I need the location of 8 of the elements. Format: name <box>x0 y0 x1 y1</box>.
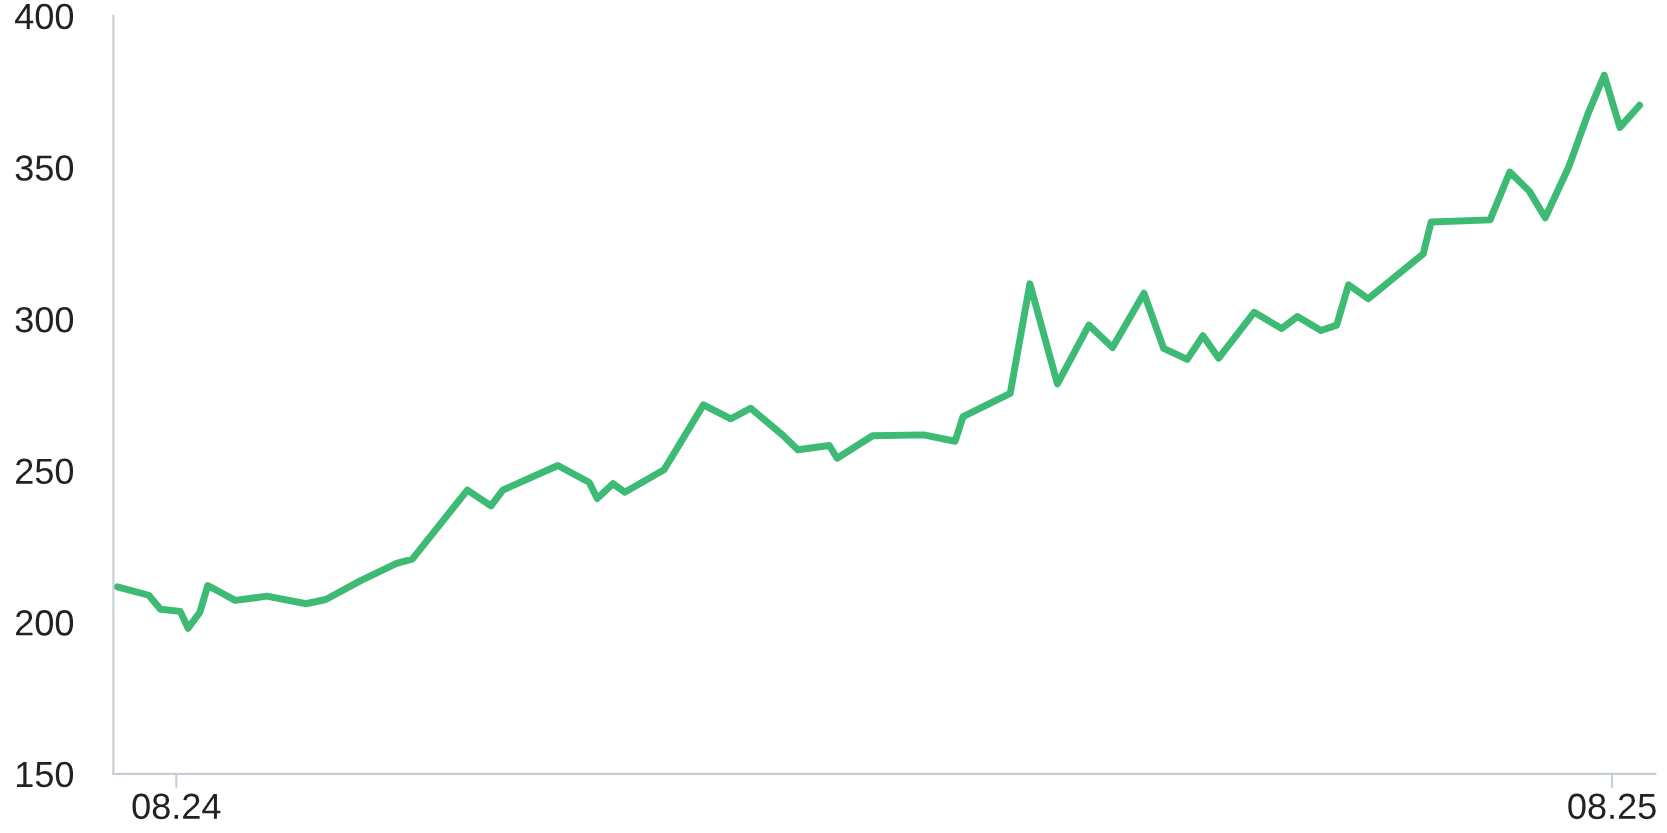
x-tick-label: 08.25 <box>1568 793 1656 820</box>
y-tick-label: 150 <box>16 761 74 788</box>
y-tick-label: 250 <box>16 458 74 485</box>
y-tick-label: 200 <box>16 610 74 636</box>
x-tick-label: 08.24 <box>132 793 221 820</box>
y-tick-label: 350 <box>15 155 74 181</box>
y-tick-label: 300 <box>15 306 74 333</box>
y-tick-label: 400 <box>15 3 74 30</box>
